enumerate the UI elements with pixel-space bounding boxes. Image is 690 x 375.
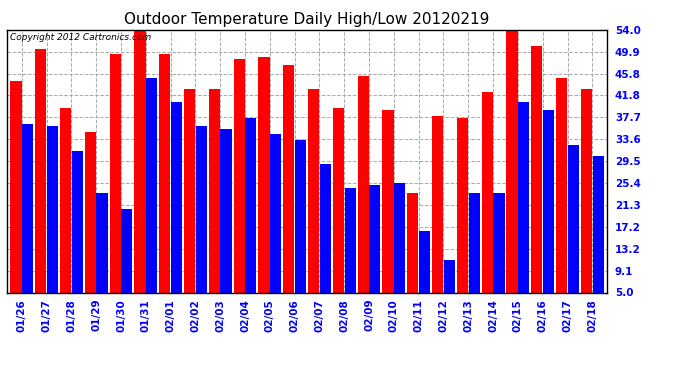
Bar bbox=[482, 92, 493, 292]
Bar bbox=[457, 118, 468, 292]
Bar bbox=[419, 231, 430, 292]
Bar bbox=[146, 78, 157, 292]
Bar bbox=[171, 102, 182, 292]
Bar bbox=[47, 126, 58, 292]
Bar bbox=[184, 89, 195, 292]
Bar bbox=[10, 81, 21, 292]
Bar bbox=[308, 89, 319, 292]
Bar bbox=[22, 124, 33, 292]
Bar bbox=[344, 188, 355, 292]
Bar bbox=[159, 54, 170, 292]
Bar bbox=[196, 126, 207, 292]
Bar bbox=[357, 75, 369, 292]
Bar bbox=[518, 102, 529, 292]
Bar bbox=[568, 145, 579, 292]
Bar bbox=[394, 183, 405, 292]
Bar bbox=[35, 49, 46, 292]
Bar bbox=[469, 194, 480, 292]
Bar bbox=[407, 194, 418, 292]
Bar bbox=[531, 46, 542, 292]
Bar bbox=[593, 156, 604, 292]
Bar bbox=[270, 135, 282, 292]
Bar bbox=[110, 54, 121, 292]
Bar bbox=[234, 60, 245, 292]
Bar bbox=[97, 194, 108, 292]
Bar bbox=[581, 89, 592, 292]
Bar bbox=[72, 150, 83, 292]
Bar bbox=[543, 110, 554, 292]
Bar bbox=[85, 132, 96, 292]
Bar bbox=[556, 78, 567, 292]
Bar bbox=[135, 0, 146, 292]
Bar bbox=[333, 108, 344, 292]
Bar bbox=[60, 108, 71, 292]
Bar bbox=[432, 116, 443, 292]
Title: Outdoor Temperature Daily High/Low 20120219: Outdoor Temperature Daily High/Low 20120… bbox=[124, 12, 490, 27]
Bar bbox=[245, 118, 257, 292]
Bar bbox=[319, 164, 331, 292]
Bar bbox=[221, 129, 232, 292]
Bar bbox=[295, 140, 306, 292]
Bar bbox=[382, 110, 393, 292]
Bar bbox=[493, 194, 504, 292]
Bar bbox=[259, 57, 270, 292]
Bar bbox=[506, 22, 518, 293]
Text: Copyright 2012 Cartronics.com: Copyright 2012 Cartronics.com bbox=[10, 33, 151, 42]
Bar bbox=[121, 210, 132, 292]
Bar bbox=[283, 65, 295, 292]
Bar bbox=[369, 185, 380, 292]
Bar bbox=[444, 260, 455, 292]
Bar bbox=[209, 89, 220, 292]
